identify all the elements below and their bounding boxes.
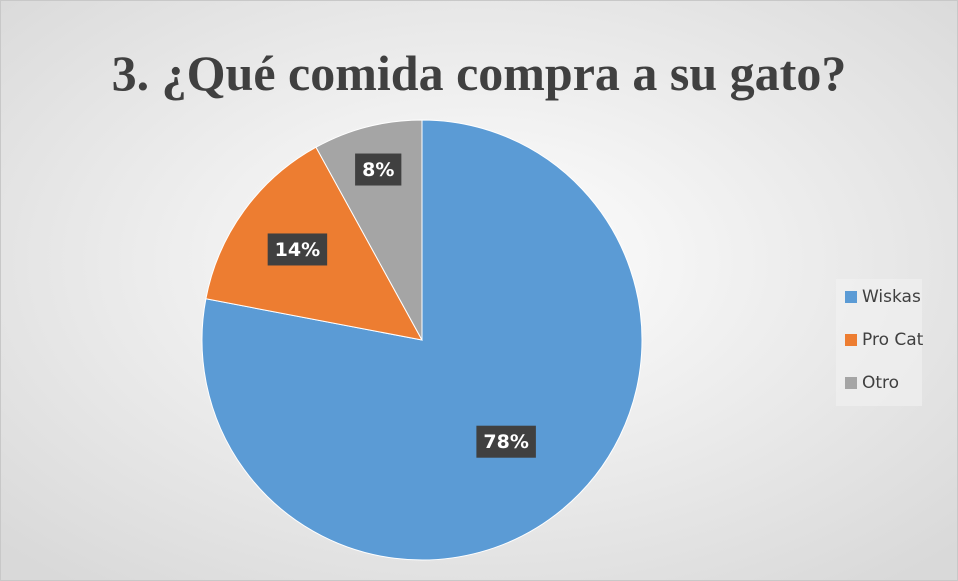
data-label: 8% — [362, 159, 394, 181]
data-label-box — [476, 425, 536, 458]
legend-swatch — [845, 334, 857, 346]
data-label: 14% — [275, 239, 320, 261]
data-label-box — [267, 233, 328, 266]
legend-swatch — [845, 377, 857, 389]
chart-title: 3. ¿Qué comida compra a su gato? — [112, 45, 847, 101]
data-label: 78% — [483, 431, 528, 453]
legend-label: Wiskas — [862, 287, 921, 307]
legend-label: Pro Cat — [862, 330, 924, 350]
legend-swatch — [845, 291, 857, 303]
data-label-box — [355, 153, 402, 186]
legend-label: Otro — [862, 373, 899, 393]
